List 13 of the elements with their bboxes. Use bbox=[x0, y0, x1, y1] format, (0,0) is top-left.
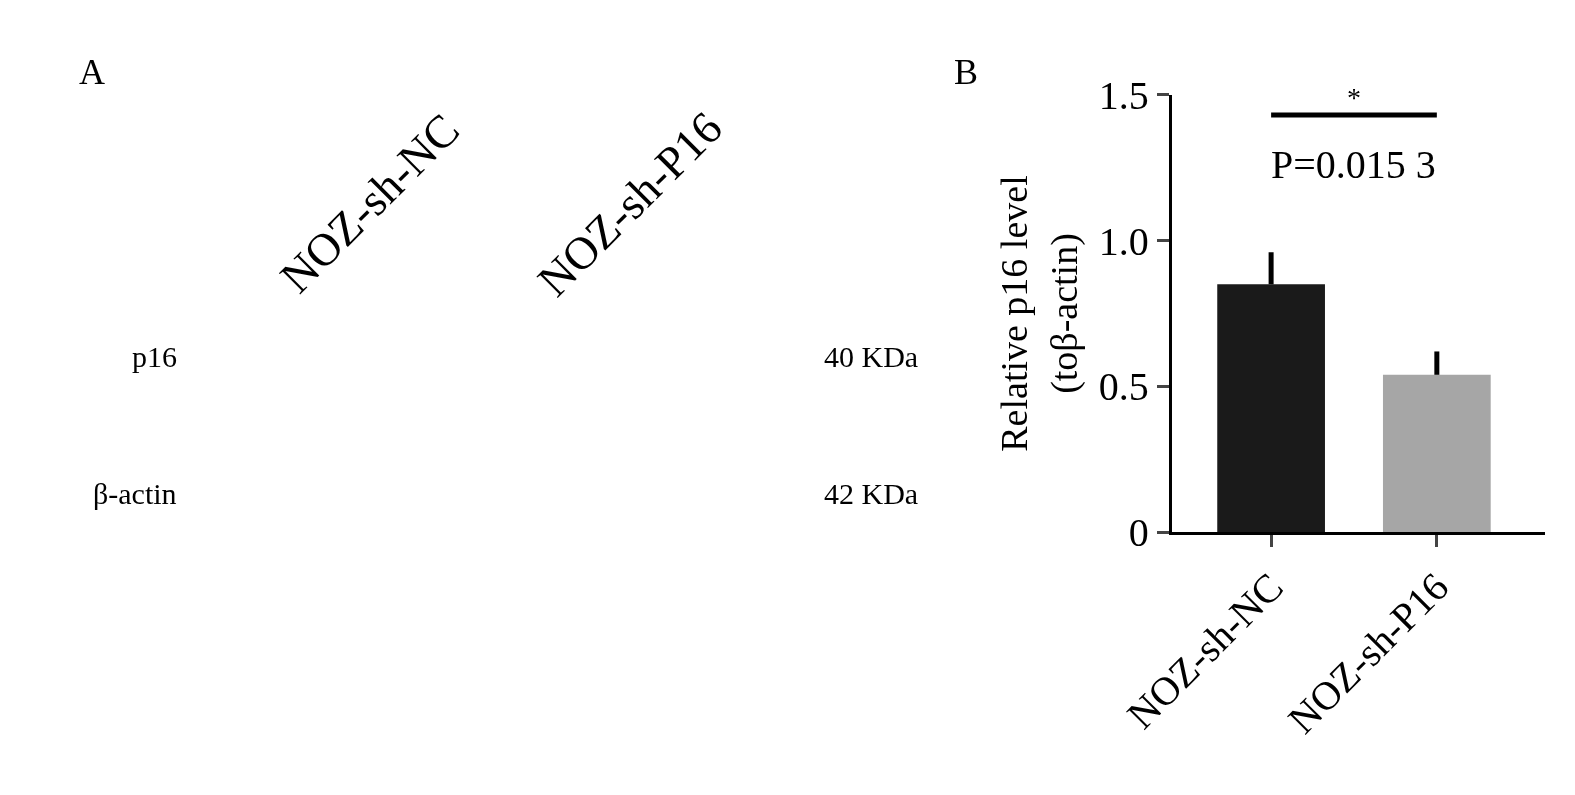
text: 42 KDa bbox=[824, 477, 919, 510]
y-axis-title: Relative p16 level (toβ-actin) bbox=[993, 175, 1086, 452]
chart-title: B bbox=[954, 52, 979, 92]
y-tick-label: 1.5 bbox=[1098, 72, 1149, 118]
annotation: * bbox=[1347, 82, 1361, 113]
text: β-actin bbox=[93, 477, 177, 510]
y-tick-label: 1.0 bbox=[1098, 218, 1149, 264]
y-tick-label: 0 bbox=[1128, 510, 1149, 556]
text: p16 bbox=[132, 340, 177, 373]
text: A bbox=[79, 52, 105, 92]
y-tick-label: 0.5 bbox=[1098, 364, 1149, 410]
text: 40 KDa bbox=[824, 340, 919, 373]
annotation: P=0.015 3 bbox=[1271, 142, 1436, 187]
